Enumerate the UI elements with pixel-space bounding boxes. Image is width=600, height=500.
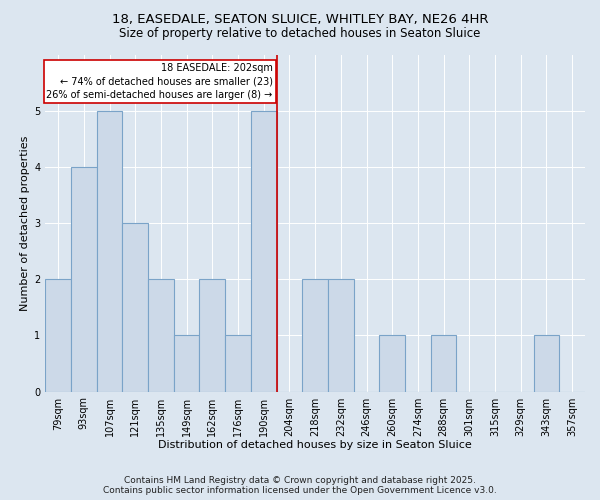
Bar [431, 336, 457, 392]
Bar [328, 280, 353, 392]
Text: Contains HM Land Registry data © Crown copyright and database right 2025.
Contai: Contains HM Land Registry data © Crown c… [103, 476, 497, 495]
X-axis label: Distribution of detached houses by size in Seaton Sluice: Distribution of detached houses by size … [158, 440, 472, 450]
Text: 18, EASEDALE, SEATON SLUICE, WHITLEY BAY, NE26 4HR: 18, EASEDALE, SEATON SLUICE, WHITLEY BAY… [112, 12, 488, 26]
Bar [225, 336, 251, 392]
Bar [97, 111, 122, 392]
Bar [174, 336, 199, 392]
Y-axis label: Number of detached properties: Number of detached properties [20, 136, 30, 311]
Text: Size of property relative to detached houses in Seaton Sluice: Size of property relative to detached ho… [119, 28, 481, 40]
Bar [533, 336, 559, 392]
Bar [379, 336, 405, 392]
Bar [302, 280, 328, 392]
Bar [71, 167, 97, 392]
Bar [251, 111, 277, 392]
Bar [122, 224, 148, 392]
Text: 18 EASEDALE: 202sqm
← 74% of detached houses are smaller (23)
26% of semi-detach: 18 EASEDALE: 202sqm ← 74% of detached ho… [46, 64, 273, 100]
Bar [148, 280, 174, 392]
Bar [45, 280, 71, 392]
Bar [199, 280, 225, 392]
